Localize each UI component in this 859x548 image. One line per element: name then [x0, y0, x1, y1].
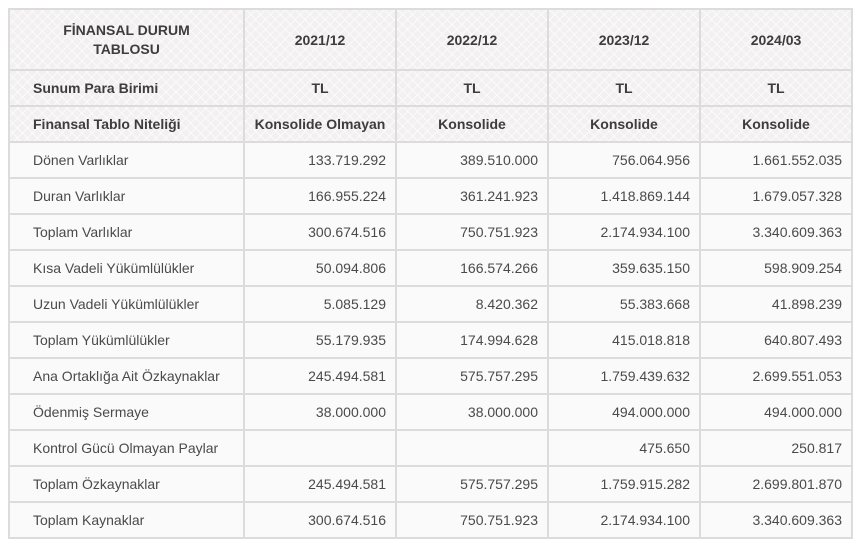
period-column-header: 2023/12: [547, 8, 701, 71]
statement-type-row: Finansal Tablo Niteliği Konsolide Olmaya…: [8, 105, 853, 143]
row-value: [243, 429, 397, 467]
row-value: 55.179.935: [243, 321, 397, 359]
row-value: 1.679.057.328: [699, 177, 853, 215]
row-value: 300.674.516: [243, 501, 397, 539]
statement-type-value: Konsolide: [699, 105, 853, 143]
row-value: 41.898.239: [699, 285, 853, 323]
row-value: 1.759.915.282: [547, 465, 701, 503]
row-value: 1.759.439.632: [547, 357, 701, 395]
row-value: 38.000.000: [395, 393, 549, 431]
table-row: Ana Ortaklığa Ait Özkaynaklar 245.494.581…: [8, 357, 853, 395]
row-value: 1.661.552.035: [699, 141, 853, 179]
table-row: Toplam Özkaynaklar 245.494.581 575.757.295…: [8, 465, 853, 503]
row-value: 245.494.581: [243, 357, 397, 395]
statement-type-value: Konsolide: [547, 105, 701, 143]
row-value: 415.018.818: [547, 321, 701, 359]
row-value: 2.699.801.870: [699, 465, 853, 503]
statement-type-value: Konsolide: [395, 105, 549, 143]
period-column-header: 2021/12: [243, 8, 397, 71]
row-value: 5.085.129: [243, 285, 397, 323]
row-label: Uzun Vadeli Yükümlülükler: [8, 285, 245, 323]
currency-value: TL: [243, 69, 397, 107]
row-value: 494.000.000: [699, 393, 853, 431]
currency-row: Sunum Para Birimi TL TL TL TL: [8, 69, 853, 107]
row-value: 3.340.609.363: [699, 213, 853, 251]
period-column-header: 2022/12: [395, 8, 549, 71]
table-row: Toplam Yükümlülükler 55.179.935 174.994.62…: [8, 321, 853, 359]
row-label: Ana Ortaklığa Ait Özkaynaklar: [8, 357, 245, 395]
row-value: 2.174.934.100: [547, 213, 701, 251]
table-row: Kısa Vadeli Yükümlülükler 50.094.806 166.5…: [8, 249, 853, 287]
period-header-row: FİNANSAL DURUM TABLOSU 2021/12 2022/12 2…: [8, 8, 853, 71]
row-value: 166.955.224: [243, 177, 397, 215]
financial-position-table: FİNANSAL DURUM TABLOSU 2021/12 2022/12 2…: [8, 8, 853, 539]
row-value: 166.574.266: [395, 249, 549, 287]
table-row: Kontrol Gücü Olmayan Paylar 475.650 250.81…: [8, 429, 853, 467]
row-value: 750.751.923: [395, 501, 549, 539]
row-value: 475.650: [547, 429, 701, 467]
row-label: Toplam Özkaynaklar: [8, 465, 245, 503]
statement-type-row-label: Finansal Tablo Niteliği: [8, 105, 245, 143]
row-label: Toplam Kaynaklar: [8, 501, 245, 539]
row-value: 245.494.581: [243, 465, 397, 503]
row-label: Toplam Varlıklar: [8, 213, 245, 251]
table-title: FİNANSAL DURUM TABLOSU: [63, 21, 190, 57]
table-row: Ödenmiş Sermaye 38.000.000 38.000.000 494.0…: [8, 393, 853, 431]
row-value: 575.757.295: [395, 465, 549, 503]
row-label: Kontrol Gücü Olmayan Paylar: [8, 429, 245, 467]
row-value: 640.807.493: [699, 321, 853, 359]
row-value: 756.064.956: [547, 141, 701, 179]
row-label: Kısa Vadeli Yükümlülükler: [8, 249, 245, 287]
row-value: 38.000.000: [243, 393, 397, 431]
row-value: 300.674.516: [243, 213, 397, 251]
table-title-cell: FİNANSAL DURUM TABLOSU: [8, 8, 245, 71]
row-value: 750.751.923: [395, 213, 549, 251]
row-label: Duran Varlıklar: [8, 177, 245, 215]
period-column-header: 2024/03: [699, 8, 853, 71]
row-value: 250.817: [699, 429, 853, 467]
table-row: Toplam Kaynaklar 300.674.516 750.751.923 2.…: [8, 501, 853, 539]
row-value: 359.635.150: [547, 249, 701, 287]
row-value: 2.699.551.053: [699, 357, 853, 395]
table-row: Toplam Varlıklar 300.674.516 750.751.923 2.…: [8, 213, 853, 251]
currency-value: TL: [547, 69, 701, 107]
table-row: Dönen Varlıklar 133.719.292 389.510.000 756…: [8, 141, 853, 179]
row-label: Dönen Varlıklar: [8, 141, 245, 179]
row-value: 3.340.609.363: [699, 501, 853, 539]
statement-type-value: Konsolide Olmayan: [243, 105, 397, 143]
row-value: 389.510.000: [395, 141, 549, 179]
row-label: Ödenmiş Sermaye: [8, 393, 245, 431]
row-value: 133.719.292: [243, 141, 397, 179]
row-value: 50.094.806: [243, 249, 397, 287]
currency-value: TL: [699, 69, 853, 107]
row-value: 2.174.934.100: [547, 501, 701, 539]
row-value: 361.241.923: [395, 177, 549, 215]
row-value: 494.000.000: [547, 393, 701, 431]
row-value: 8.420.362: [395, 285, 549, 323]
row-value: [395, 429, 549, 467]
table-row: Uzun Vadeli Yükümlülükler 5.085.129 8.420.…: [8, 285, 853, 323]
row-value: 174.994.628: [395, 321, 549, 359]
row-value: 1.418.869.144: [547, 177, 701, 215]
table-row: Duran Varlıklar 166.955.224 361.241.923 1.4…: [8, 177, 853, 215]
row-value: 55.383.668: [547, 285, 701, 323]
currency-row-label: Sunum Para Birimi: [8, 69, 245, 107]
row-label: Toplam Yükümlülükler: [8, 321, 245, 359]
row-value: 598.909.254: [699, 249, 853, 287]
row-value: 575.757.295: [395, 357, 549, 395]
currency-value: TL: [395, 69, 549, 107]
table-body: Dönen Varlıklar 133.719.292 389.510.000 756…: [8, 141, 853, 539]
